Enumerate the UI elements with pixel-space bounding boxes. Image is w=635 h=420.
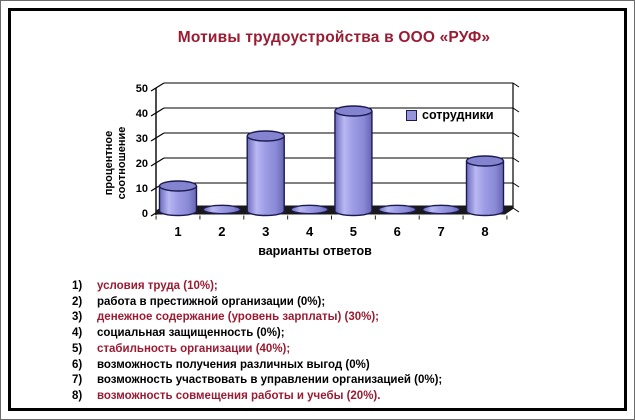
cylinder-zero-disc [290,204,329,215]
list-item: 5) стабильность организации (40%); [72,342,442,358]
y-axis-title-line1: процентное [103,130,115,196]
x-category-label: 6 [394,224,401,239]
right-wall-tick [512,132,520,138]
list-item: 2) работа в престижной организации (0%); [72,295,442,311]
y-tick-label: 20 [136,158,148,170]
bar-cylinder-7 [421,204,461,215]
list-item-text: возможность совмещения работы и учебы (2… [97,389,381,402]
x-axis-title: варианты ответов [258,244,372,258]
right-wall-tick [512,182,520,188]
bar-cylinder-2 [202,204,242,215]
list-item: 1) условия труда (10%); [72,279,442,295]
list-item: 6) возможность получения различных выгод … [72,358,442,374]
list-item-text: денежное содержание (уровень зарплаты) (… [97,311,379,324]
y-tick-label: 50 [136,83,148,95]
cylinder-body [158,185,198,217]
bar-cylinder-5 [334,105,373,217]
list-item-text: условия труда (10%); [97,280,218,292]
cylinder-top [158,180,198,192]
list-item-text: стабильность организации (40%); [97,342,291,355]
y-tick-mark [150,82,165,92]
list-item-number: 2) [72,295,83,308]
list-item-number: 3) [72,311,83,324]
list-item-number: 7) [72,374,83,387]
y-tick-mark [150,107,165,117]
cylinder-top [334,105,373,117]
cylinder-top [246,130,285,142]
x-category-label: 4 [306,224,314,239]
list-item-text: социальная защищенность (0%); [97,327,285,340]
x-category-label: 2 [218,224,225,239]
right-wall-tick [512,82,520,88]
bar-cylinder-3 [246,130,285,217]
cylinder-zero-disc [202,204,242,215]
legend-swatch-icon [406,109,417,121]
y-axis-title-line2: соотношение [116,126,128,200]
list-item: 4) социальная защищенность (0%); [72,326,442,342]
bar-cylinder-8 [465,155,505,217]
list-item-number: 6) [72,358,83,371]
cylinder-body [465,160,505,217]
cylinder-body [246,135,285,217]
list-item-text: возможность получения различных выгод (0… [97,358,370,371]
cylinder-top [465,155,505,167]
list-item-number: 8) [72,389,83,402]
right-wall-tick [512,107,520,113]
right-wall-tick [512,157,520,163]
list-item: 7) возможность участвовать в управлении о… [72,373,442,389]
slide-frame-border [8,8,627,411]
answers-list: 1) условия труда (10%); 2) работа в прести… [72,279,442,405]
x-category-label: 5 [350,224,357,239]
chart-legend: сотрудники [406,108,494,122]
x-category-label: 7 [438,224,445,239]
list-item: 3) денежное содержание (уровень зарплаты)… [72,310,442,326]
y-tick-label: 10 [136,183,148,195]
y-tick-label: 30 [136,133,148,145]
bar-cylinder-6 [378,204,417,215]
y-tick-mark [150,157,165,167]
y-tick-label: 0 [142,208,148,220]
bar-cylinder-1 [158,180,198,217]
list-item-text: возможность участвовать в управлении орг… [97,374,443,387]
x-category-label: 3 [262,224,269,239]
list-item-number: 1) [72,280,83,292]
x-category-label: 8 [481,224,488,239]
y-tick-label: 40 [136,108,148,120]
list-item-number: 5) [72,342,83,355]
right-wall-tick [512,207,520,213]
legend-label: сотрудники [422,108,494,122]
list-item-number: 4) [72,327,83,340]
y-axis-title: процентное соотношение [103,98,131,228]
chart-title: Мотивы трудоустройства в ООО «РУФ» [177,29,491,46]
cylinder-zero-disc [378,204,417,215]
list-item-text: работа в престижной организации (0%); [97,295,326,308]
cylinder-body [334,110,373,217]
x-category-label: 1 [174,224,181,239]
bar-cylinder-4 [290,204,329,215]
list-item: 8) возможность совмещения работы и учебы … [72,389,442,405]
y-tick-mark [150,132,165,142]
cylinder-zero-disc [421,204,461,215]
